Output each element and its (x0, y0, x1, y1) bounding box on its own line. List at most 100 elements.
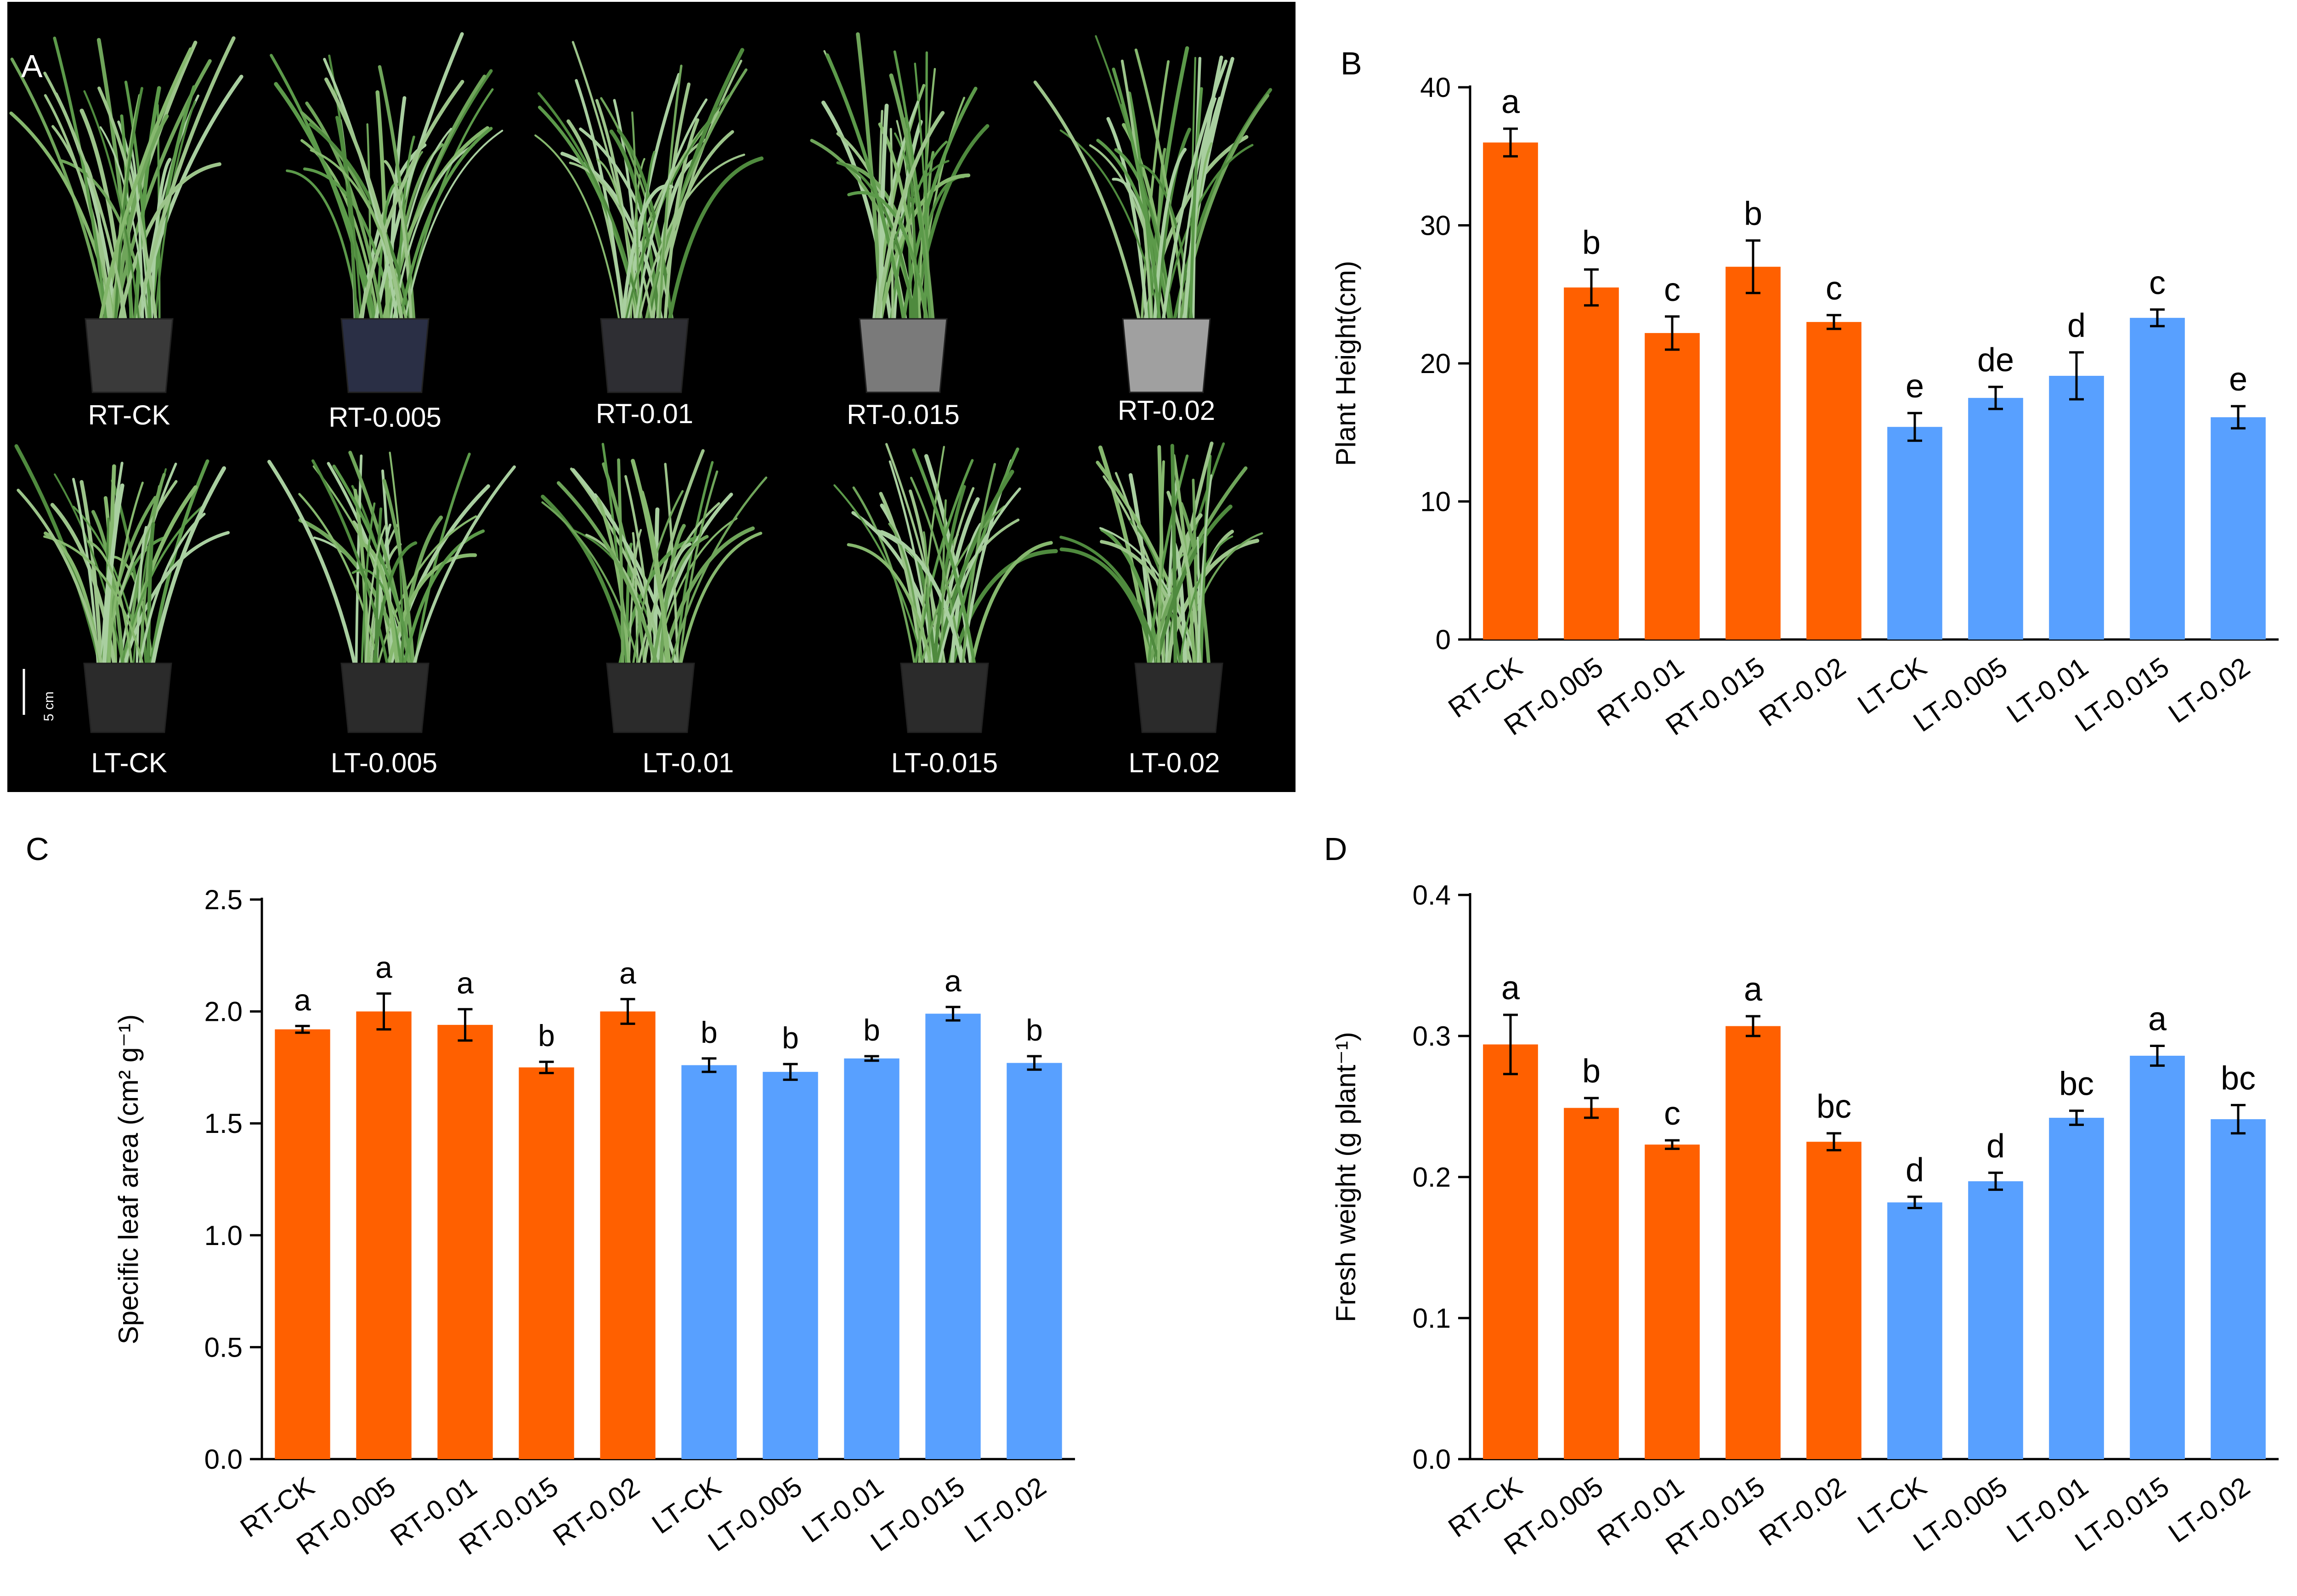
y-axis-label: Plant Height(cm) (1330, 261, 1361, 466)
bar-LT-0.01 (2049, 1118, 2104, 1459)
significance-letter: b (863, 1013, 880, 1047)
significance-letter: b (1582, 1053, 1601, 1090)
significance-letter: a (945, 964, 962, 998)
bar-RT-0.02 (1806, 1142, 1861, 1459)
panel-letter-a: A (21, 48, 43, 84)
significance-letter: b (701, 1015, 718, 1049)
significance-letter: a (619, 956, 636, 990)
bar-RT-CK (1483, 1044, 1538, 1459)
plant-photo-panel: A 5 cm RT-CK RT-0.005 RT-0.01 RT-0.015 R… (7, 2, 1296, 792)
y-tick-label: 1.5 (204, 1108, 243, 1139)
significance-letter: a (1501, 970, 1520, 1007)
plant-image (9, 36, 243, 393)
y-tick-label: 1.0 (204, 1220, 243, 1251)
bar-LT-CK (681, 1065, 737, 1459)
x-tick-label: LT-0.005 (1908, 1471, 2013, 1557)
photo-label-lt-0.005: LT-0.005 (330, 747, 438, 778)
y-tick-label: 10 (1420, 487, 1451, 517)
plant-image (270, 32, 504, 393)
bar-RT-0.015 (1726, 1026, 1781, 1459)
photo-label-lt-0.015: LT-0.015 (891, 747, 998, 778)
significance-letter: e (1906, 368, 1924, 405)
plant-image (541, 442, 768, 733)
y-tick-label: 0 (1436, 624, 1451, 655)
bar-RT-0.005 (1564, 287, 1619, 640)
significance-letter: bc (2059, 1066, 2094, 1103)
significance-letter: a (1744, 971, 1763, 1008)
bar-LT-0.015 (2130, 317, 2185, 640)
significance-letter: d (1986, 1128, 2005, 1165)
x-tick-label: LT-0.005 (1908, 651, 2013, 738)
significance-letter: b (1026, 1013, 1043, 1047)
y-tick-label: 2.5 (204, 884, 243, 915)
bar-RT-0.02 (1806, 322, 1861, 640)
y-tick-label: 20 (1420, 348, 1451, 379)
x-tick-label: LT-0.005 (702, 1471, 808, 1557)
x-tick-label: RT-0.02 (1754, 651, 1851, 733)
plant-image (833, 443, 1058, 733)
photo-label-lt-ck: LT-CK (91, 747, 167, 778)
significance-letter: bc (1816, 1088, 1851, 1125)
bar-LT-CK (1887, 427, 1942, 640)
bar-LT-0.005 (763, 1072, 818, 1459)
y-tick-label: 0.1 (1413, 1303, 1451, 1334)
x-tick-label: LT-0.02 (2163, 651, 2255, 729)
x-tick-label: LT-0.02 (959, 1471, 1052, 1549)
bar-RT-0.01 (1645, 333, 1700, 640)
panel-letter-c: C (26, 831, 49, 867)
plant-image (1033, 35, 1273, 393)
plant-image (267, 451, 516, 733)
plant-image (534, 41, 764, 393)
significance-letter: b (1744, 196, 1762, 232)
y-axis-label: Specific leaf area (cm² g⁻¹) (113, 1014, 144, 1345)
significance-letter: c (2149, 265, 2166, 301)
significance-letter: c (1664, 1095, 1680, 1132)
bar-LT-0.01 (844, 1058, 900, 1459)
y-tick-label: 0.4 (1413, 880, 1451, 911)
significance-letter: b (782, 1021, 799, 1055)
bar-LT-0.02 (2211, 1119, 2266, 1459)
significance-letter: a (2148, 1001, 2167, 1037)
bar-RT-0.015 (1726, 266, 1781, 640)
significance-letter: a (457, 966, 474, 1000)
bar-RT-0.005 (356, 1011, 412, 1459)
bar-RT-CK (275, 1029, 330, 1459)
bar-RT-0.01 (437, 1024, 493, 1459)
fresh-weight-chart: 0.0 0.1 0.2 0.3 0.4 Fresh weight (g plant⁻¹) a… (1330, 880, 2279, 1561)
bar-RT-CK (1483, 142, 1538, 640)
bar-LT-0.01 (2049, 376, 2104, 640)
significance-letter: d (2067, 307, 2086, 344)
y-axis-label: Fresh weight (g plant⁻¹) (1330, 1032, 1361, 1322)
bar-LT-0.02 (2211, 417, 2266, 640)
y-tick-label: 2.0 (204, 996, 243, 1027)
panel-letter-b: B (1341, 45, 1362, 81)
y-tick-label: 0.3 (1413, 1021, 1451, 1052)
plant-image (810, 32, 990, 393)
photo-label-rt-0.015: RT-0.015 (847, 399, 960, 430)
bar-LT-0.005 (1968, 398, 2023, 640)
panel-letter-d: D (1324, 831, 1347, 867)
bar-LT-0.02 (1007, 1063, 1062, 1459)
significance-letter: bc (2221, 1060, 2256, 1097)
x-tick-label: LT-0.015 (2070, 651, 2175, 738)
plant-photos (9, 32, 1273, 733)
bar-LT-CK (1887, 1202, 1942, 1459)
photo-label-rt-0.005: RT-0.005 (328, 402, 441, 433)
y-tick-label: 0.2 (1413, 1162, 1451, 1193)
bar-LT-0.015 (2130, 1055, 2185, 1459)
photo-label-rt-0.02: RT-0.02 (1117, 395, 1216, 426)
y-tick-label: 0.5 (204, 1332, 243, 1363)
bar-LT-0.005 (1968, 1181, 2023, 1459)
significance-letter: b (538, 1019, 555, 1053)
plant-image (14, 444, 230, 733)
y-tick-label: 30 (1420, 210, 1451, 241)
significance-letter: c (1826, 270, 1842, 307)
plant-image (1059, 441, 1263, 733)
y-tick-label: 0.0 (1413, 1444, 1451, 1475)
significance-letter: a (375, 951, 392, 985)
bar-RT-0.005 (1564, 1108, 1619, 1459)
photo-label-rt-0.01: RT-0.01 (595, 398, 694, 429)
significance-letter: c (1664, 272, 1680, 308)
